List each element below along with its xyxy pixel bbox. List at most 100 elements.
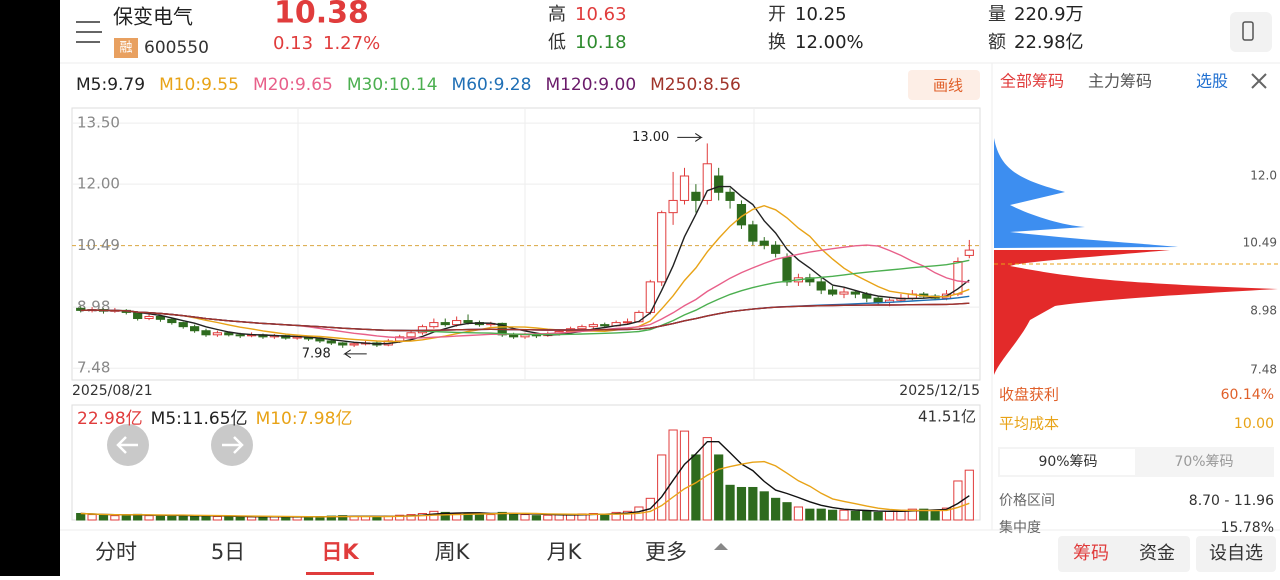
candle-body: [235, 334, 245, 337]
action-button[interactable]: 筹码: [1073, 543, 1109, 564]
chip-label: 集中度: [999, 519, 1041, 536]
ma-legend: M60:9.28: [452, 75, 532, 95]
candle-body: [452, 320, 462, 326]
candle-body: [816, 281, 826, 291]
volume-bar: [748, 486, 758, 521]
label: 量: [988, 4, 1006, 25]
candle-body: [600, 324, 610, 327]
draw-button[interactable]: [908, 70, 980, 100]
action-button[interactable]: 资金: [1139, 543, 1175, 564]
label: 开: [768, 4, 786, 25]
candle-body: [827, 289, 838, 295]
volume-bar: [474, 513, 485, 521]
volume-bar: [702, 437, 712, 521]
active-underline: [306, 572, 374, 575]
icon: [1242, 21, 1254, 41]
y-tick-label: 7.48: [77, 359, 110, 377]
period-tab[interactable]: 5日: [211, 540, 245, 564]
period-tab[interactable]: 月K: [547, 540, 583, 564]
volume-bar: [884, 510, 895, 521]
volume-legend: M10:7.98亿: [256, 409, 353, 429]
volume-max: 41.51亿: [918, 408, 976, 426]
volume-bar: [622, 510, 633, 521]
value: 10.18: [575, 32, 627, 53]
chip-tab[interactable]: 选股: [1196, 72, 1228, 91]
chips-funds-bg: [1058, 536, 1190, 572]
volume-bar: [759, 491, 769, 521]
chip-value: 10.00: [1234, 416, 1274, 432]
candle-body: [850, 291, 860, 295]
label: 高: [548, 4, 566, 25]
candle-body: [440, 322, 450, 326]
candle-body: [771, 244, 781, 254]
candle-body: [634, 311, 644, 323]
left-strip: [0, 0, 60, 576]
candle-body: [964, 249, 974, 256]
chip-tab[interactable]: 主力筹码: [1088, 72, 1152, 91]
menu-icon[interactable]: [76, 21, 102, 43]
candle-body: [178, 322, 188, 328]
chip-label: 收盘获利: [999, 386, 1059, 404]
range-tab[interactable]: 90%筹码: [1038, 453, 1097, 470]
volume-bar: [600, 513, 610, 521]
volume-bar: [144, 515, 154, 521]
y-tick-label: 12.00: [77, 175, 120, 193]
chip-label: 价格区间: [999, 493, 1055, 509]
candle-body: [873, 297, 883, 303]
chip-loss-shape: [994, 250, 1278, 375]
y-tick-label: 8.98: [77, 298, 110, 316]
annotation-arrow: [343, 349, 367, 359]
y-tick-label: 10.49: [77, 236, 120, 254]
volume-bar: [736, 486, 747, 521]
volume-bar: [782, 502, 792, 521]
chip-tab[interactable]: 全部筹码: [1000, 72, 1064, 91]
period-tab[interactable]: 分时: [95, 540, 137, 564]
volume-bar: [679, 430, 690, 521]
candle-body: [577, 326, 587, 330]
candle-body: [155, 315, 166, 320]
volume-bar: [588, 512, 598, 521]
action-button[interactable]: 设自选: [1209, 543, 1263, 564]
volume-bar: [611, 511, 621, 521]
orientation-button[interactable]: [1230, 12, 1272, 52]
period-tab[interactable]: 周K: [435, 540, 471, 564]
candle-body: [224, 332, 234, 336]
ma-line: [80, 302, 970, 332]
close-icon[interactable]: [1251, 73, 1267, 89]
volume-bar: [919, 508, 929, 521]
candle-body: [509, 334, 519, 338]
period-tab[interactable]: 日K: [321, 540, 359, 564]
chip-axis: 12.0: [1250, 169, 1277, 183]
volume-bar: [930, 509, 940, 521]
range-tab[interactable]: 70%筹码: [1174, 453, 1233, 470]
volume-bar: [235, 516, 245, 521]
volume-legend: 22.98亿: [77, 409, 143, 429]
volume-legend: M5:11.65亿: [151, 409, 248, 429]
candle-body: [748, 224, 758, 242]
volume-bar: [839, 509, 849, 521]
start-date: 2025/08/21: [72, 383, 153, 399]
price: 10.38: [274, 0, 369, 31]
volume-bar: [554, 514, 564, 521]
candle-body: [463, 320, 473, 324]
ma-line: [80, 460, 970, 518]
volume-bar: [281, 516, 291, 521]
candle-body: [326, 340, 336, 344]
ma-legend: M5:9.79: [76, 75, 145, 95]
volume-bar: [668, 429, 678, 521]
chip-axis: 10.49: [1243, 236, 1277, 250]
candle-body: [76, 307, 86, 311]
ma-line: [80, 204, 970, 343]
volume-bar: [87, 514, 97, 521]
candle-body: [429, 322, 439, 328]
candle-body: [338, 342, 348, 346]
volume-bar: [907, 508, 917, 521]
period-tab[interactable]: 更多: [645, 540, 687, 564]
label: 额: [988, 32, 1006, 53]
volume-bar: [212, 516, 223, 521]
draw-label: 画线: [933, 77, 963, 95]
chip-value: 15.78%: [1221, 520, 1274, 536]
volume-bar: [338, 515, 348, 521]
candle-body: [144, 315, 154, 320]
